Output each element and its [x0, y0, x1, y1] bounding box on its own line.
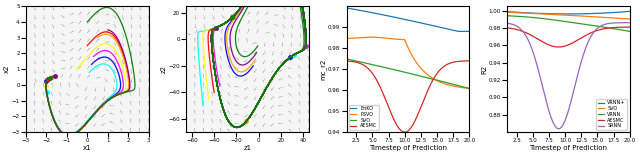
SVO: [415, 75, 423, 77]
SRNN: [615, 22, 623, 24]
SVO: [607, 17, 614, 19]
AESMC: [607, 27, 614, 29]
EnKO: [343, 7, 351, 9]
Y-axis label: z2: z2: [161, 65, 167, 73]
AESMC: [416, 108, 424, 110]
VRNN: [578, 23, 586, 25]
PSVO: [416, 66, 424, 68]
AESMC: [503, 27, 511, 29]
AESMC: [419, 103, 426, 105]
EnKO: [418, 22, 426, 24]
SVO: [465, 88, 473, 89]
SVO: [343, 58, 351, 60]
PSVO: [343, 38, 351, 39]
AESMC: [343, 60, 351, 62]
AESMC: [577, 38, 584, 39]
VRNN+: [504, 11, 511, 13]
VRNN+: [576, 13, 584, 15]
X-axis label: Timestep of Prediction: Timestep of Prediction: [529, 145, 607, 151]
Y-axis label: mc_r2: mc_r2: [320, 58, 326, 80]
EnKO: [343, 7, 351, 9]
X-axis label: z1: z1: [244, 145, 252, 151]
SRNN: [576, 65, 584, 67]
EnKO: [416, 22, 424, 24]
AESMC: [416, 109, 424, 111]
SRNN: [579, 57, 586, 58]
EnKO: [454, 30, 462, 32]
Line: SRNN: SRNN: [507, 23, 630, 129]
PSVO: [419, 69, 426, 71]
VRNN+: [579, 13, 586, 15]
SVO: [416, 75, 424, 77]
SRNN: [626, 22, 634, 24]
VRNN+: [607, 12, 614, 14]
VRNN: [503, 15, 511, 17]
Y-axis label: R2: R2: [481, 65, 487, 74]
SVO: [614, 17, 622, 19]
SRNN: [607, 22, 614, 24]
PSVO: [465, 87, 473, 89]
AESMC: [576, 38, 584, 40]
AESMC: [579, 36, 586, 38]
EnKO: [465, 30, 473, 32]
X-axis label: x1: x1: [83, 145, 92, 151]
SRNN: [504, 22, 511, 24]
VRNN+: [503, 11, 511, 13]
SVO: [503, 11, 511, 13]
SVO: [626, 18, 634, 20]
VRNN: [504, 15, 511, 17]
EnKO: [446, 29, 454, 31]
Line: AESMC: AESMC: [347, 61, 469, 132]
SVO: [446, 83, 454, 84]
VRNN+: [615, 11, 623, 13]
AESMC: [447, 62, 454, 64]
Line: SVO: SVO: [347, 59, 469, 89]
SVO: [454, 85, 461, 86]
PSVO: [367, 36, 374, 38]
SRNN: [503, 22, 511, 24]
SVO: [576, 15, 584, 17]
SVO: [343, 58, 351, 60]
Line: EnKO: EnKO: [347, 8, 469, 31]
VRNN: [626, 30, 634, 32]
Legend: EnKO, PSVO, SVO, AESMC: EnKO, PSVO, SVO, AESMC: [349, 105, 379, 130]
AESMC: [454, 60, 462, 62]
SVO: [504, 11, 511, 13]
EnKO: [454, 30, 461, 32]
Line: SVO: SVO: [507, 12, 630, 19]
Line: PSVO: PSVO: [347, 37, 469, 88]
PSVO: [416, 66, 424, 68]
X-axis label: Timestep of Prediction: Timestep of Prediction: [369, 145, 447, 151]
VRNN+: [626, 10, 634, 12]
VRNN: [607, 27, 614, 29]
PSVO: [343, 38, 351, 39]
PSVO: [454, 86, 462, 88]
AESMC: [615, 26, 623, 28]
Line: VRNN+: VRNN+: [507, 11, 630, 14]
AESMC: [343, 60, 351, 62]
SRNN: [577, 64, 584, 65]
VRNN: [576, 23, 584, 24]
Legend: VRNN+, SVO, VRNN, AESMC, SRNN: VRNN+, SVO, VRNN, AESMC, SRNN: [596, 99, 627, 130]
SVO: [578, 15, 586, 17]
AESMC: [465, 60, 473, 62]
SVO: [576, 15, 584, 17]
SRNN: [555, 128, 563, 130]
AESMC: [401, 131, 409, 133]
Line: AESMC: AESMC: [507, 27, 630, 47]
VRNN: [576, 23, 584, 24]
VRNN+: [577, 13, 584, 15]
AESMC: [504, 27, 511, 29]
VRNN+: [563, 13, 571, 15]
AESMC: [555, 46, 563, 48]
Line: VRNN: VRNN: [507, 16, 630, 31]
VRNN: [614, 29, 622, 30]
EnKO: [415, 22, 423, 24]
SVO: [418, 75, 426, 77]
PSVO: [447, 84, 454, 86]
Y-axis label: x2: x2: [4, 65, 10, 73]
AESMC: [626, 26, 634, 28]
